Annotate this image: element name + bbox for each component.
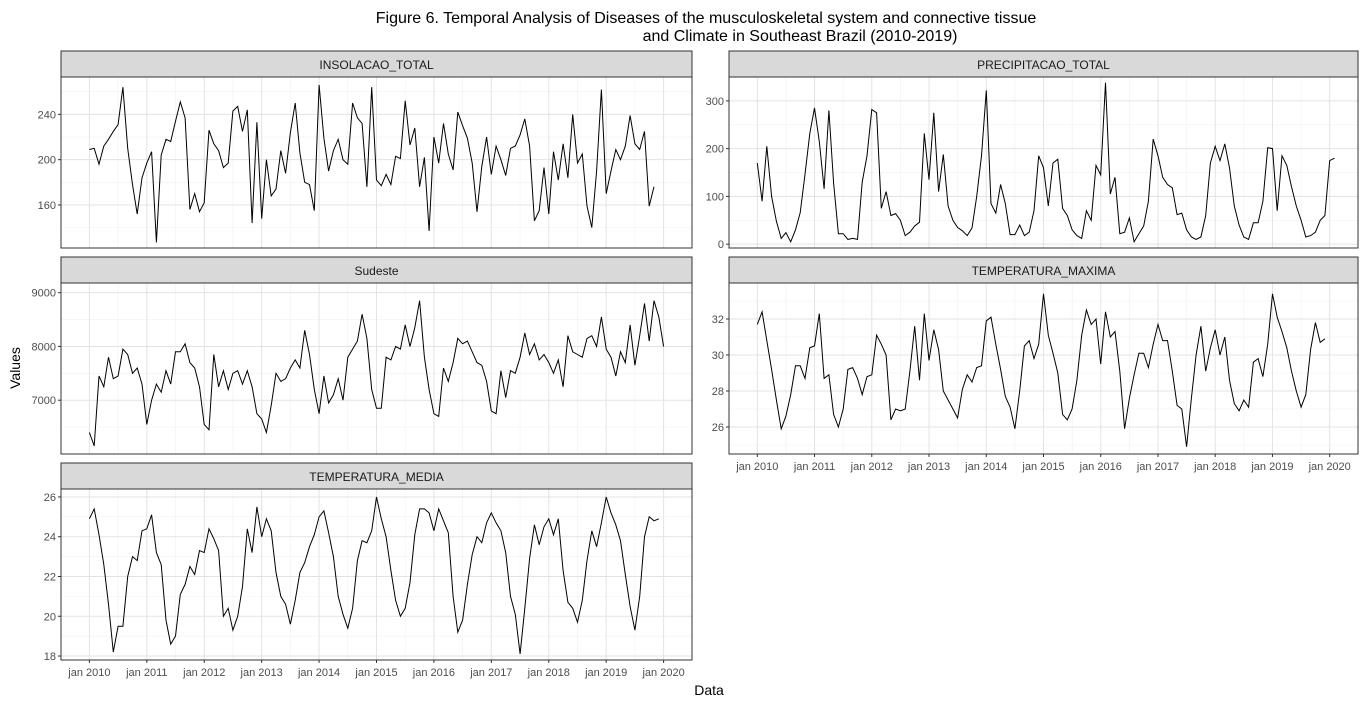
facet-strip: [728, 256, 1359, 284]
facet-panels: INSOLACAO_TOTAL160200240PRECIPITACAO_TOT…: [32, 50, 1359, 679]
x-tick-label: jan 2014: [964, 461, 1007, 473]
y-tick-label: 300: [706, 96, 724, 108]
x-tick-label: jan 2012: [850, 461, 893, 473]
x-tick-label: jan 2019: [584, 667, 627, 679]
series-line: [88, 496, 659, 655]
facet-panel: Sudeste 7000 8000 9000: [32, 256, 693, 455]
x-tick-label: jan 2019: [1250, 461, 1293, 473]
facet-strip: [60, 462, 693, 490]
x-tick-label: jan 2015: [1021, 461, 1064, 473]
panel-border: [60, 76, 693, 249]
x-tick-label: jan 2018: [527, 667, 570, 679]
y-tick-label: 9000: [32, 288, 56, 300]
y-tick-label: 32: [712, 314, 724, 326]
y-tick-label: 28: [712, 386, 724, 398]
x-tick-label: jan 2015: [354, 667, 397, 679]
y-tick-label: 200: [38, 155, 56, 167]
x-tick-label: jan 2010: [735, 461, 778, 473]
y-tick-label: 200: [706, 144, 724, 156]
y-tick-label: 20: [44, 611, 56, 623]
x-tick-label: jan 2017: [1136, 461, 1179, 473]
y-tick-label: 0: [718, 239, 724, 251]
x-tick-label: jan 2013: [907, 461, 950, 473]
y-tick-label: 22: [44, 571, 56, 583]
x-axis-title: Data: [694, 682, 724, 698]
facet-strip-label: INSOLACAO_TOTAL: [319, 58, 434, 72]
facet-strip-label: TEMPERATURA_MAXIMA: [972, 264, 1116, 278]
x-tick-label: jan 2020: [641, 667, 684, 679]
facet-panel: PRECIPITACAO_TOTAL 0 100 200 300: [706, 50, 1359, 251]
panel-border: [728, 76, 1359, 249]
series-line: [89, 84, 655, 243]
facet-strip-label: TEMPERATURA_MEDIA: [309, 470, 443, 484]
facet-panel: TEMPERATURA_MEDIA 18 20 22 24 26 jan 2010 jan 2…: [44, 462, 693, 679]
series-line: [756, 293, 1326, 447]
y-tick-label: 24: [44, 532, 56, 544]
panel-border: [60, 282, 693, 455]
facet-panel: INSOLACAO_TOTAL 160 200 240: [38, 50, 693, 249]
series-line: [88, 300, 665, 447]
y-tick-label: 160: [38, 200, 56, 212]
figure-title-line2: and Climate in Southeast Brazil (2010-20…: [643, 28, 958, 45]
facet-panel: TEMPERATURA_MAXIMA 26 28 30 32 jan 2010 jan 20…: [712, 256, 1359, 473]
y-tick-label: 7000: [32, 395, 56, 407]
x-tick-label: jan 2018: [1193, 461, 1236, 473]
facet-strip-label: Sudeste: [354, 264, 398, 278]
x-tick-label: jan 2013: [240, 667, 283, 679]
y-tick-label: 8000: [32, 341, 56, 353]
y-tick-label: 26: [44, 492, 56, 504]
figure-title-line1: Figure 6. Temporal Analysis of Diseases …: [376, 10, 1037, 27]
y-tick-label: 240: [38, 109, 56, 121]
x-tick-label: jan 2016: [1079, 461, 1122, 473]
x-tick-label: jan 2020: [1308, 461, 1351, 473]
y-tick-label: 26: [712, 422, 724, 434]
x-tick-label: jan 2011: [793, 461, 835, 473]
x-tick-label: jan 2014: [297, 667, 340, 679]
y-tick-label: 30: [712, 350, 724, 362]
facet-strip: [60, 50, 693, 78]
x-tick-label: jan 2010: [67, 667, 110, 679]
y-tick-label: 18: [44, 651, 56, 663]
x-tick-label: jan 2016: [412, 667, 455, 679]
x-tick-label: jan 2017: [469, 667, 512, 679]
x-tick-label: jan 2011: [125, 667, 167, 679]
y-axis-title: Values: [7, 347, 23, 389]
y-tick-label: 100: [706, 191, 724, 203]
facet-strip-label: PRECIPITACAO_TOTAL: [977, 58, 1110, 72]
x-tick-label: jan 2012: [182, 667, 225, 679]
series-line: [756, 82, 1335, 244]
